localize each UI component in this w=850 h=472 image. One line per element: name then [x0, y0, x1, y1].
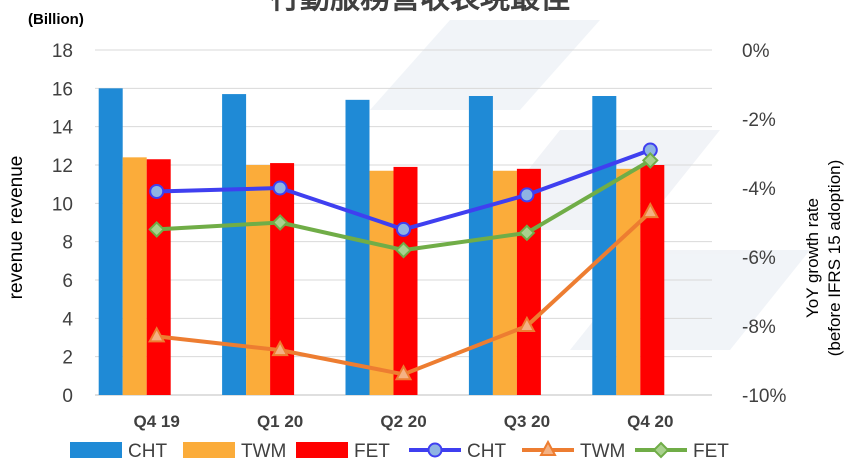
bar-cht — [468, 96, 493, 395]
legend: CHT TWM FET CHT TWM FET — [70, 439, 729, 462]
x-tick-label: Q4 20 — [627, 412, 673, 431]
legend-swatch-bar-cht — [70, 442, 122, 458]
marker-fet — [395, 241, 412, 259]
marker-twm — [641, 202, 659, 219]
y-right-tick-label: -6% — [742, 248, 776, 269]
marker-cht — [519, 187, 535, 203]
y-right-tick-label: -10% — [742, 386, 786, 407]
y-left-tick-label: 12 — [52, 156, 73, 177]
unit-note: (Billion) — [28, 11, 84, 28]
bar-twm — [492, 170, 517, 395]
y-right-tick-label: -4% — [742, 179, 776, 200]
y-right-axis-label-line1: YoY growth rate — [803, 198, 822, 318]
marker-fet — [148, 220, 166, 238]
legend-swatch-bar-twm — [183, 442, 235, 458]
bar-fet — [270, 163, 295, 395]
y-left-tick-label: 14 — [52, 118, 74, 139]
legend-label: FET — [354, 441, 390, 462]
bar-twm — [616, 168, 641, 395]
marker-cht — [396, 221, 411, 237]
y-left-tick-label: 0 — [62, 386, 73, 407]
y-left-tick-label: 10 — [52, 194, 73, 215]
bar-cht — [222, 94, 247, 395]
legend-marker-fet — [652, 441, 670, 459]
y-left-tick-label: 6 — [62, 271, 73, 292]
x-tick-label: Q3 20 — [504, 412, 550, 431]
y-right-tick-label: -2% — [742, 110, 776, 131]
legend-label: CHT — [467, 441, 506, 462]
legend-label: TWM — [580, 441, 625, 462]
bar-cht — [98, 88, 123, 395]
line-layer — [148, 142, 659, 381]
marker-fet — [518, 224, 536, 242]
x-tick-label: Q4 19 — [134, 412, 180, 431]
legend-label: FET — [693, 441, 729, 462]
bar-twm — [122, 157, 147, 395]
bar-fet — [640, 165, 665, 395]
y-left-tick-label: 16 — [52, 79, 73, 100]
legend-label: CHT — [128, 441, 167, 462]
legend-marker-twm — [539, 439, 557, 456]
bar-twm — [246, 165, 271, 395]
y-left-tick-label: 2 — [62, 348, 73, 369]
y-right-tick-label: -8% — [742, 317, 776, 338]
y-left-tick-label: 8 — [62, 233, 73, 254]
axis-layer: 0 2 4 6 8 10 12 14 16 18 -10% -8% -6% -4% -2% 0% Q4 19 Q1… — [52, 41, 787, 431]
marker-twm — [394, 364, 413, 381]
legend-label: TWM — [241, 441, 286, 462]
y-left-axis-label: revenue — [6, 231, 27, 300]
bar-cht — [345, 99, 370, 395]
y-right-tick-label: 0% — [742, 41, 770, 62]
marker-twm — [271, 340, 289, 357]
marker-cht — [149, 183, 165, 199]
bar-fet — [516, 168, 541, 395]
marker-cht — [272, 180, 288, 196]
marker-twm — [148, 326, 166, 343]
y-left-tick-label: 18 — [52, 41, 73, 62]
x-tick-label: Q2 20 — [380, 412, 426, 431]
marker-fet — [271, 214, 289, 231]
legend-swatch-bar-fet — [296, 442, 348, 458]
y-left-axis-label-duplicate: revenue — [6, 156, 27, 225]
chart-title: 行動服務營收表現最佳 — [269, 0, 570, 15]
bar-fet — [393, 166, 418, 395]
legend-marker-cht — [427, 442, 443, 458]
bar-twm — [369, 170, 394, 395]
x-tick-label: Q1 20 — [257, 412, 303, 431]
marker-twm — [518, 315, 536, 332]
marker-fet — [641, 151, 659, 169]
y-right-axis-label-line2: (before IFRS 15 adoption) — [825, 160, 844, 357]
y-left-tick-label: 4 — [62, 309, 73, 330]
